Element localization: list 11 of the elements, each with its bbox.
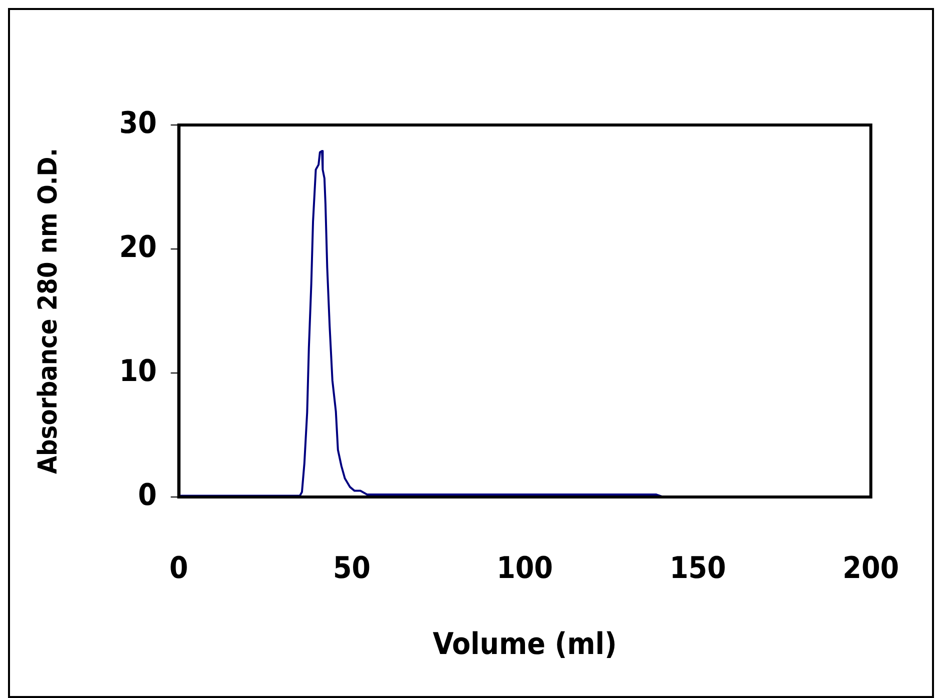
y-tick-label: 20 [119,230,157,265]
x-tick-label: 0 [169,550,188,586]
x-axis-title: Volume (ml) [432,626,617,662]
y-tick-label: 10 [119,354,157,389]
x-tick-label: 50 [332,550,371,586]
x-tick-label: 200 [842,550,900,586]
x-tick-label: 150 [670,550,726,586]
y-tick-label: 30 [119,106,157,141]
x-tick-label: 100 [496,550,553,586]
y-axis-title: Absorbance 280 nm O.D. [33,148,64,474]
y-tick-label: 0 [138,478,157,513]
